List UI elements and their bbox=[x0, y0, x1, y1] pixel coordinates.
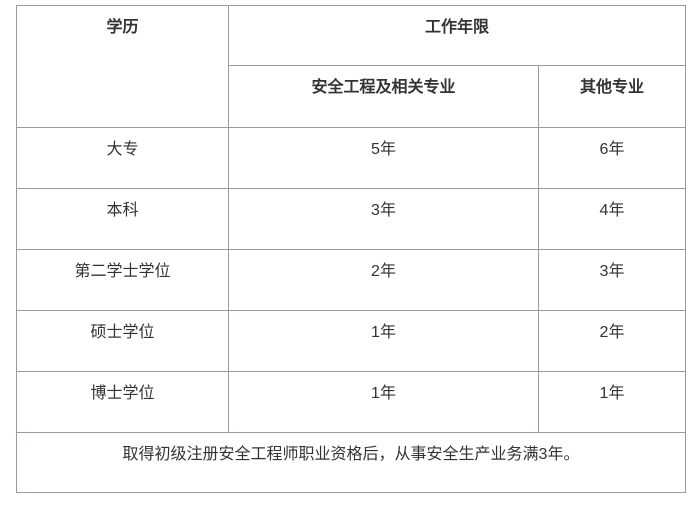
qualification-requirements-table: 学历 工作年限 安全工程及相关专业 其他专业 大专 5年 6年 本科 3年 4年… bbox=[15, 5, 687, 493]
cell-other-years: 6年 bbox=[537, 127, 687, 189]
header-cell-other-major: 其他专业 bbox=[537, 65, 687, 128]
cell-other-years: 3年 bbox=[537, 249, 687, 311]
header-cell-education: 学历 bbox=[16, 5, 229, 128]
cell-safety-years: 3年 bbox=[228, 188, 539, 250]
footer-row: 取得初级注册安全工程师职业资格后，从事安全生产业务满3年。 bbox=[15, 432, 687, 493]
cell-education: 博士学位 bbox=[16, 371, 229, 433]
table-row: 博士学位 1年 1年 bbox=[16, 371, 687, 433]
cell-other-years: 2年 bbox=[537, 310, 687, 372]
cell-safety-years: 5年 bbox=[228, 127, 539, 189]
header-row-top: 学历 工作年限 bbox=[16, 5, 687, 128]
header-cell-work-years: 工作年限 bbox=[227, 5, 687, 66]
cell-other-years: 1年 bbox=[537, 371, 687, 433]
table-row: 大专 5年 6年 bbox=[16, 127, 687, 189]
cell-education: 第二学士学位 bbox=[16, 249, 229, 311]
cell-education: 大专 bbox=[16, 127, 229, 189]
cell-safety-years: 1年 bbox=[228, 371, 539, 433]
cell-education: 本科 bbox=[16, 188, 229, 250]
table-row: 硕士学位 1年 2年 bbox=[16, 310, 687, 372]
cell-other-years: 4年 bbox=[537, 188, 687, 250]
cell-education: 硕士学位 bbox=[16, 310, 229, 372]
header-row-sub: 安全工程及相关专业 其他专业 bbox=[17, 65, 687, 128]
table-row: 本科 3年 4年 bbox=[16, 188, 687, 250]
header-cell-safety-major: 安全工程及相关专业 bbox=[228, 65, 539, 128]
cell-safety-years: 2年 bbox=[228, 249, 539, 311]
cell-safety-years: 1年 bbox=[228, 310, 539, 372]
table-row: 第二学士学位 2年 3年 bbox=[16, 249, 687, 311]
footer-note: 取得初级注册安全工程师职业资格后，从事安全生产业务满3年。 bbox=[15, 432, 687, 493]
